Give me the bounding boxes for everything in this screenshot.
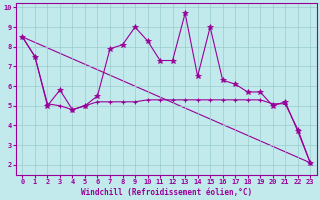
X-axis label: Windchill (Refroidissement éolien,°C): Windchill (Refroidissement éolien,°C) bbox=[81, 188, 252, 197]
